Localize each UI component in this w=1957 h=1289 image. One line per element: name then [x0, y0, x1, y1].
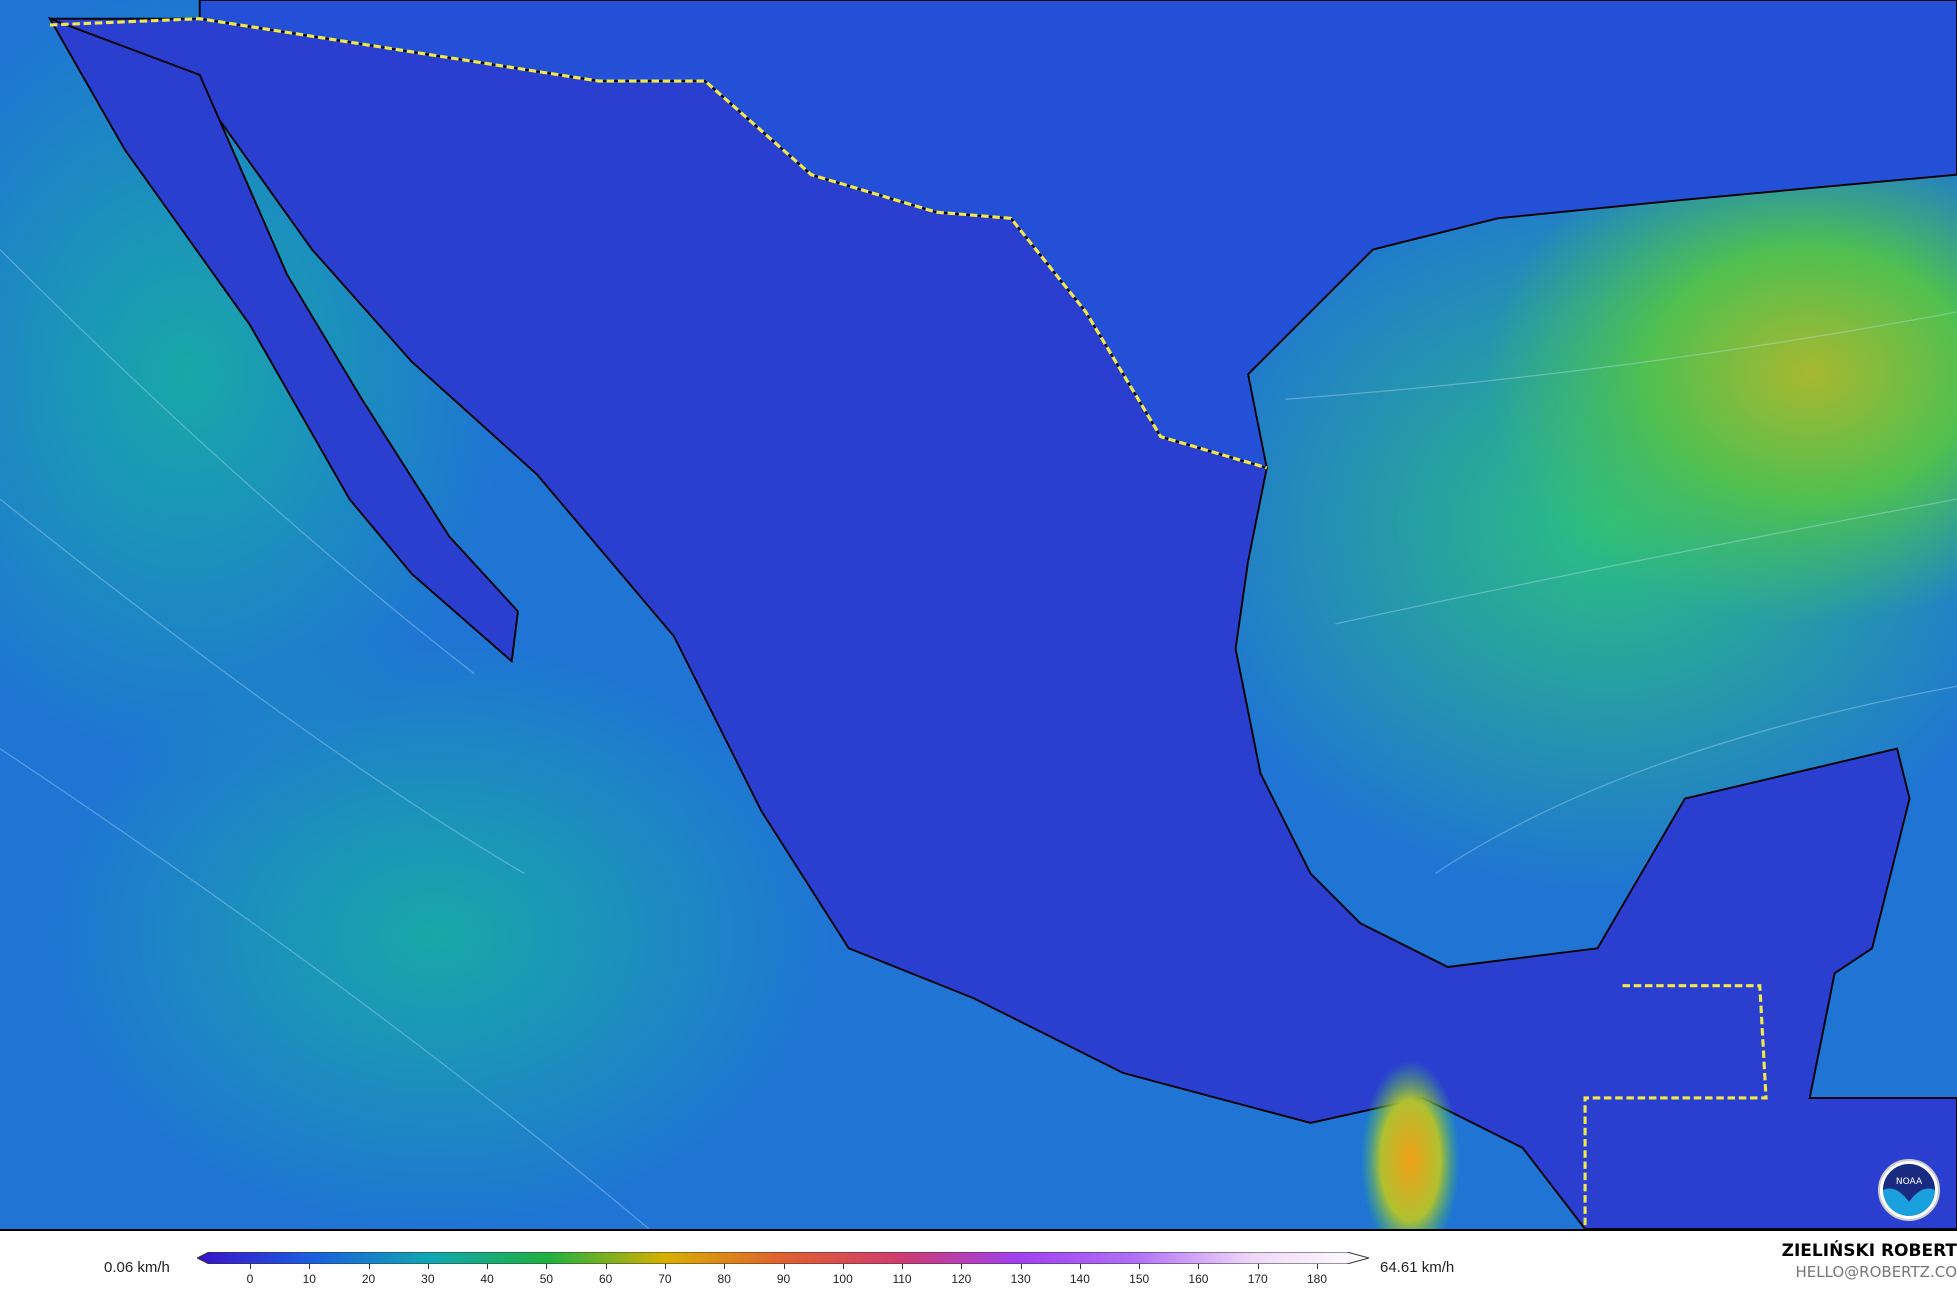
tick-mark	[546, 1264, 548, 1269]
tick-label: 40	[480, 1272, 494, 1286]
tick-label: 150	[1129, 1272, 1150, 1286]
tick-mark	[1079, 1264, 1081, 1269]
tick-label: 100	[832, 1272, 853, 1286]
map-canvas	[0, 0, 1957, 1229]
tick-label: 110	[892, 1272, 912, 1286]
tick-label: 50	[539, 1272, 554, 1286]
tick-mark	[1139, 1264, 1141, 1269]
tick-mark	[1198, 1264, 1200, 1269]
tick-mark	[309, 1264, 311, 1269]
us-mexico-border	[49, 17, 1268, 470]
tick-mark	[605, 1264, 607, 1269]
tick-mark	[902, 1264, 904, 1269]
tick-mark	[368, 1264, 370, 1269]
tick-mark	[783, 1264, 785, 1269]
wind-map[interactable]: NOAA	[0, 0, 1957, 1229]
tick-mark	[664, 1264, 666, 1269]
tick-mark	[1257, 1264, 1259, 1269]
tick-mark	[961, 1264, 963, 1269]
tick-label: 0	[246, 1272, 254, 1286]
tick-mark	[724, 1264, 726, 1269]
tick-label: 30	[421, 1272, 435, 1286]
guatemala-border	[1583, 984, 1768, 1229]
tick-mark	[427, 1264, 429, 1269]
tick-label: 140	[1069, 1272, 1090, 1286]
author-email: HELLO@ROBERTZ.CO	[1795, 1263, 1957, 1281]
tick-label: 170	[1247, 1272, 1268, 1286]
tick-mark	[250, 1264, 251, 1269]
tick-label: 70	[658, 1272, 672, 1286]
svg-text:NOAA: NOAA	[1896, 1177, 1923, 1187]
tick-mark	[487, 1264, 489, 1269]
colorbar	[197, 1252, 1369, 1264]
colorbar-legend: 0.06 km/h 0 10 20 30 40 50 60 70 80 90 100 110 120 13…	[0, 1229, 1957, 1289]
tick-label: 20	[361, 1272, 376, 1286]
max-value-label: 64.61 km/h	[1380, 1259, 1455, 1276]
tick-mark	[842, 1264, 844, 1269]
baja-peninsula	[47, 16, 519, 664]
tick-mark	[1020, 1264, 1022, 1269]
tick-label: 130	[1010, 1272, 1031, 1286]
tick-label: 60	[598, 1272, 613, 1286]
min-value-label: 0.06 km/h	[104, 1259, 170, 1276]
streamlines	[0, 249, 1957, 1229]
tick-label: 90	[776, 1272, 791, 1286]
tick-label: 180	[1306, 1272, 1328, 1286]
tick-label: 120	[951, 1272, 972, 1286]
noaa-logo: NOAA	[1877, 1158, 1941, 1222]
author-credit: ZIELIŃSKI ROBERT	[1781, 1241, 1957, 1261]
tick-label: 80	[717, 1272, 731, 1286]
tick-mark	[1317, 1264, 1318, 1269]
tick-label: 10	[302, 1272, 316, 1286]
tick-label: 160	[1188, 1272, 1209, 1286]
tehuantepec-wind-jet	[1360, 1060, 1461, 1229]
